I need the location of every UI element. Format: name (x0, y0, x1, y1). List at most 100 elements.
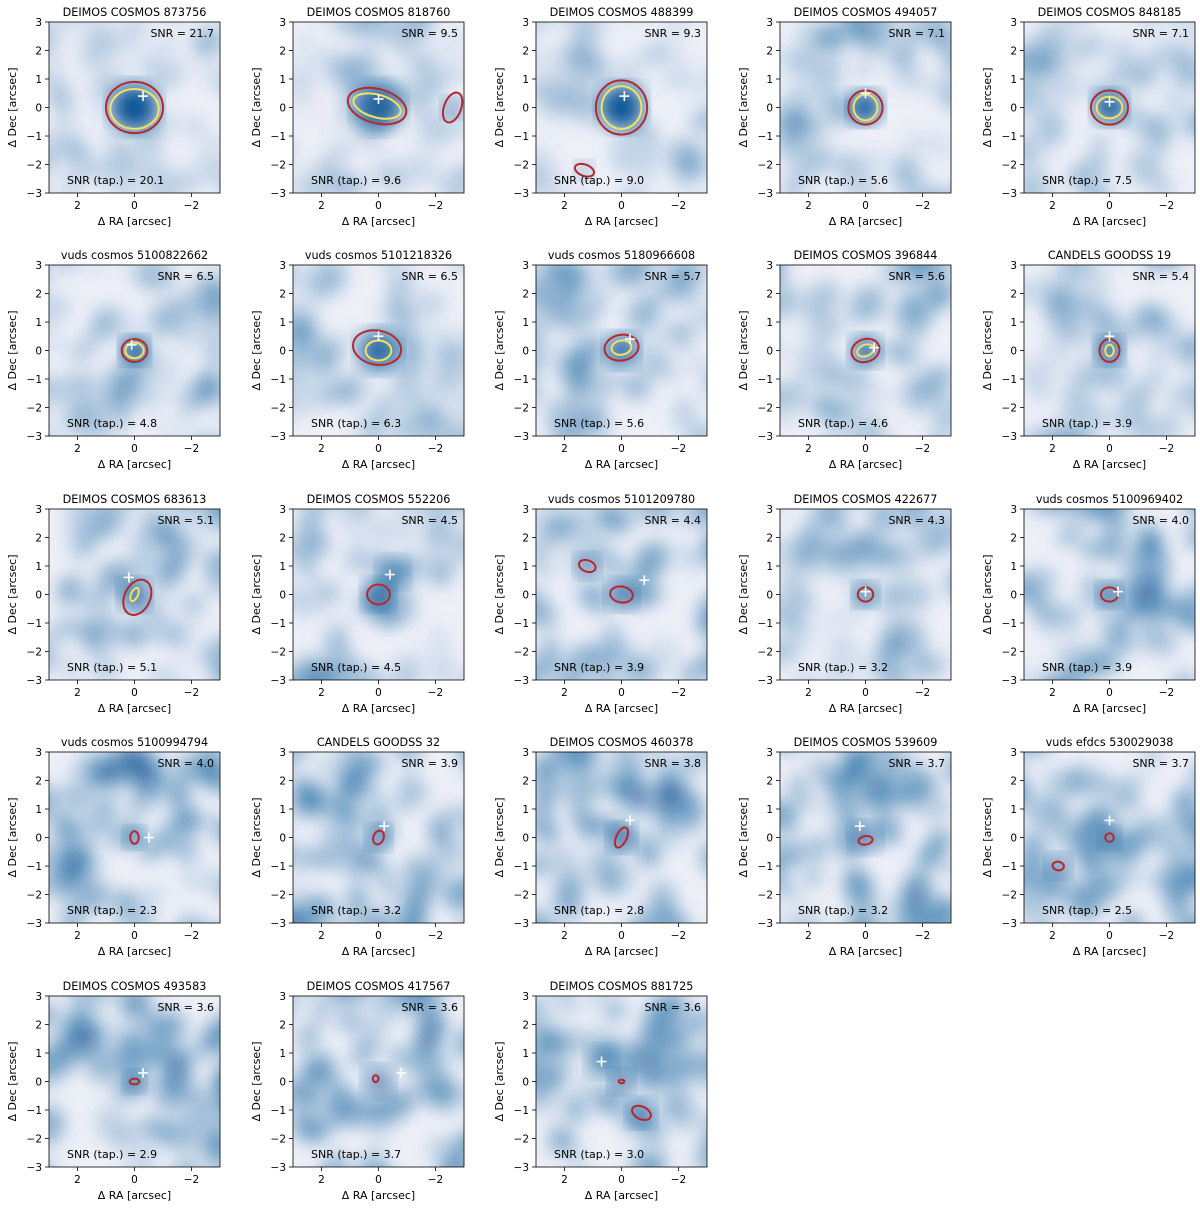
x-tick-label: −2 (915, 930, 930, 942)
noise-blob (168, 782, 187, 806)
y-tick-label: 3 (766, 17, 773, 29)
x-tick-label: 0 (375, 687, 382, 699)
x-tick-label: 2 (318, 1174, 325, 1186)
y-tick-label: −2 (758, 160, 773, 172)
y-tick-label: 2 (766, 776, 773, 788)
noise-blob (464, 841, 492, 870)
noise-blob (70, 534, 93, 561)
y-tick-label: 1 (279, 561, 286, 573)
noise-blob (370, 1120, 390, 1144)
source-emission (851, 823, 880, 852)
noise-field (49, 752, 220, 923)
noise-blob (88, 752, 112, 774)
panel-title: DEIMOS COSMOS 539609 (794, 736, 938, 749)
noise-blob (1163, 89, 1180, 109)
noise-blob (347, 882, 367, 920)
x-tick-label: −2 (1159, 200, 1174, 212)
y-axis-label: Δ Dec [arcsec] (737, 797, 750, 877)
noise-blob (188, 650, 205, 668)
y-tick-label: −2 (271, 403, 286, 415)
x-tick-label: 2 (561, 200, 568, 212)
noise-blob (192, 26, 220, 59)
panel-20: vuds efdcs 530029038 SNR = 3.7 SNR (tap.) … (981, 736, 1196, 958)
noise-blob (601, 509, 634, 535)
noise-blob (536, 352, 544, 382)
noise-blob (159, 762, 191, 782)
noise-blob (65, 509, 93, 521)
source-blob (600, 86, 643, 129)
noise-blob (187, 57, 220, 83)
y-tick-label: 1 (522, 74, 529, 86)
panel-image (293, 509, 464, 680)
y-tick-label: 3 (35, 991, 42, 1003)
noise-blob (1049, 76, 1080, 105)
noise-blob (171, 168, 201, 193)
noise-blob (1142, 752, 1161, 764)
y-tick-label: 3 (279, 747, 286, 759)
noise-blob (591, 645, 627, 666)
y-tick-label: −2 (1002, 403, 1017, 415)
x-axis-label: Δ RA [arcsec] (585, 702, 658, 715)
noise-blob (902, 283, 935, 307)
snr-tapered-label: SNR (tap.) = 4.5 (311, 661, 401, 674)
noise-blob (351, 47, 381, 77)
noise-blob (133, 143, 169, 181)
noise-blob (1172, 102, 1195, 140)
noise-blob (623, 653, 647, 675)
y-tick-label: 3 (35, 17, 42, 29)
noise-blob (359, 909, 391, 923)
y-tick-label: −1 (27, 1105, 42, 1117)
x-tick-label: 2 (318, 443, 325, 455)
noise-blob (320, 636, 344, 665)
noise-blob (536, 315, 546, 359)
noise-blob (1175, 334, 1195, 360)
contour-5sigma (129, 586, 140, 603)
noise-blob (941, 44, 951, 80)
noise-blob (52, 810, 75, 840)
y-tick-label: −1 (514, 861, 529, 873)
contour-3sigma (120, 338, 149, 363)
noise-blob (1037, 340, 1071, 372)
y-tick-label: −3 (27, 675, 42, 687)
contour-3sigma (631, 1104, 652, 1121)
y-tick-label: −3 (1002, 431, 1017, 443)
x-tick-label: −2 (428, 687, 443, 699)
noise-blob (447, 539, 464, 566)
noise-blob (615, 147, 660, 183)
noise-blob (184, 117, 206, 135)
noise-blob (57, 169, 87, 193)
y-tick-label: 2 (766, 46, 773, 58)
noise-blob (780, 850, 805, 868)
noise-blob (610, 752, 643, 768)
noise-blob (116, 901, 155, 923)
source-blob (851, 823, 880, 852)
noise-blob (205, 865, 220, 899)
x-tick-label: 2 (1049, 443, 1056, 455)
noise-blob (631, 541, 669, 583)
snr-label: SNR = 6.5 (157, 270, 214, 283)
y-axis-label: Δ Dec [arcsec] (6, 1041, 19, 1121)
y-axis-label: Δ Dec [arcsec] (737, 310, 750, 390)
x-axis-label: Δ RA [arcsec] (98, 945, 171, 958)
x-tick-label: 2 (805, 443, 812, 455)
noise-blob (642, 359, 661, 377)
y-tick-label: −3 (27, 918, 42, 930)
noise-blob (84, 265, 114, 277)
panel-image (49, 752, 220, 923)
noise-blob (536, 996, 548, 1032)
contour-5sigma (1095, 95, 1124, 120)
panel-17: CANDELS GOODSS 32 SNR = 3.9 SNR (tap.) = 3… (250, 736, 492, 958)
y-tick-label: −3 (271, 431, 286, 443)
noise-blob (536, 528, 563, 547)
y-tick-label: 0 (279, 590, 286, 602)
contour-3sigma (617, 1078, 626, 1085)
y-tick-label: 3 (522, 991, 529, 1003)
y-tick-label: 3 (522, 504, 529, 516)
y-tick-label: −3 (758, 675, 773, 687)
snr-label: SNR = 3.9 (401, 757, 458, 770)
noise-blob (309, 996, 330, 1026)
y-axis-label: Δ Dec [arcsec] (493, 67, 506, 147)
panel-16: vuds cosmos 5100994794 SNR = 4.0 SNR (tap.… (6, 736, 221, 958)
noise-blob (621, 48, 647, 74)
panel-image (293, 22, 464, 193)
